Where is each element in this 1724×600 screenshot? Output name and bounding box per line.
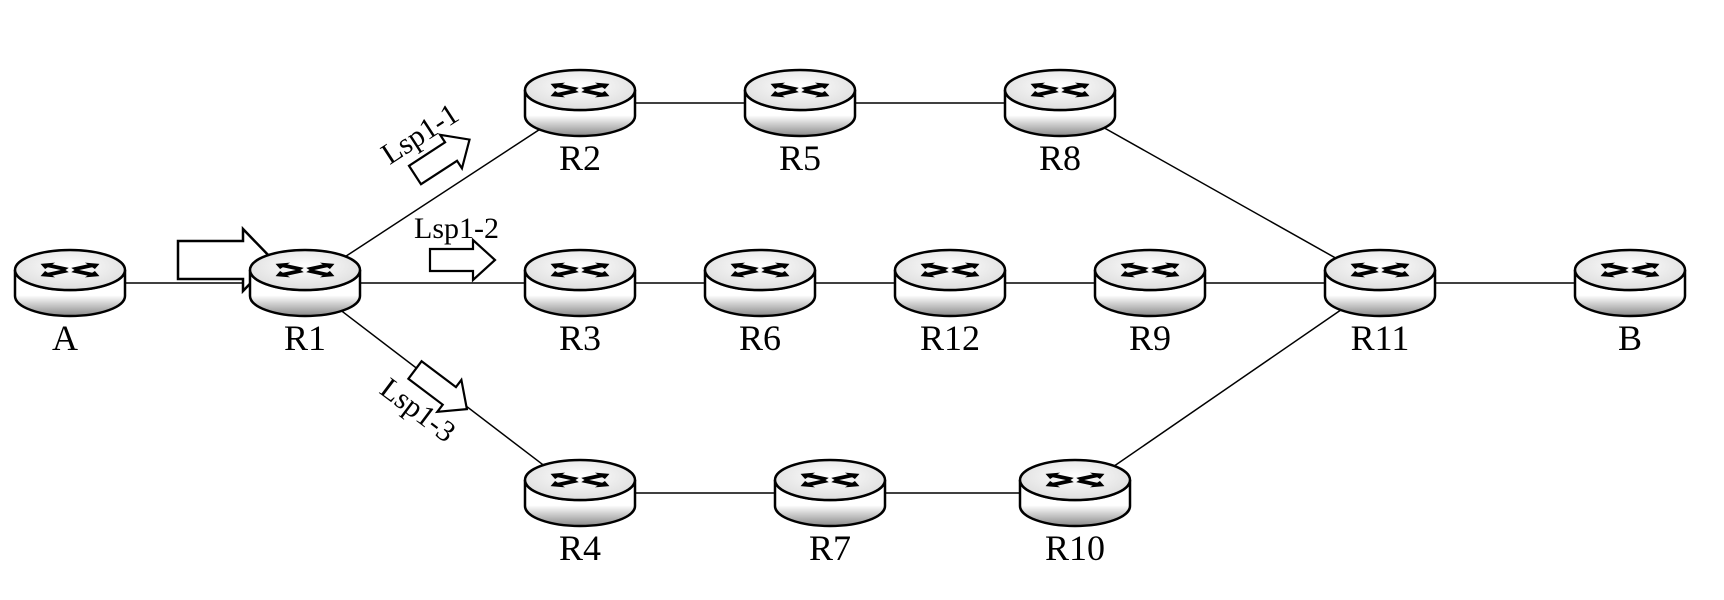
- router-R3: [525, 250, 635, 316]
- nodes-layer: [15, 70, 1685, 526]
- edge-R8-R11: [1100, 126, 1340, 261]
- router-label-R5: R5: [779, 138, 821, 178]
- router-A: [15, 250, 125, 316]
- router-label-R4: R4: [559, 528, 601, 568]
- router-label-R9: R9: [1129, 318, 1171, 358]
- router-R10: [1020, 460, 1130, 526]
- router-label-R3: R3: [559, 318, 601, 358]
- router-R4: [525, 460, 635, 526]
- lsp-arrow-0: Lsp1-1: [375, 97, 483, 200]
- router-label-R7: R7: [809, 528, 851, 568]
- router-R12: [895, 250, 1005, 316]
- router-R8: [1005, 70, 1115, 136]
- router-label-R6: R6: [739, 318, 781, 358]
- lsp-arrow-2: Lsp1-3: [374, 344, 482, 449]
- router-label-R11: R11: [1351, 318, 1410, 358]
- router-R9: [1095, 250, 1205, 316]
- router-label-R10: R10: [1045, 528, 1105, 568]
- router-label-R2: R2: [559, 138, 601, 178]
- lsp-arrow-1: Lsp1-2: [414, 212, 499, 280]
- router-B: [1575, 250, 1685, 316]
- router-R6: [705, 250, 815, 316]
- router-R1: [250, 250, 360, 316]
- router-R5: [745, 70, 855, 136]
- router-R2: [525, 70, 635, 136]
- network-diagram: Lsp1-1 Lsp1-2 Lsp1-3 A R1 R2 R3 R4 R5 R6 R7 R8 R12 R9…: [0, 0, 1724, 600]
- router-label-B: B: [1618, 318, 1642, 358]
- router-R11: [1325, 250, 1435, 316]
- router-label-A: A: [52, 318, 78, 358]
- lsp-label-1: Lsp1-2: [414, 212, 499, 245]
- router-label-R1: R1: [284, 318, 326, 358]
- router-label-R12: R12: [920, 318, 980, 358]
- router-R7: [775, 460, 885, 526]
- router-label-R8: R8: [1039, 138, 1081, 178]
